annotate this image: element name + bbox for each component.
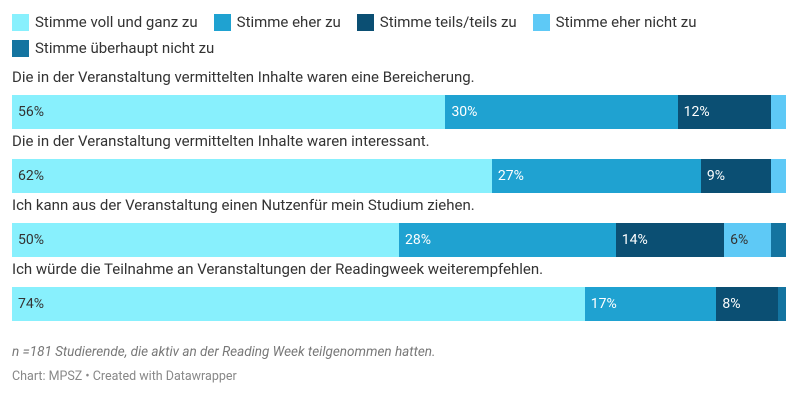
legend-swatch [213, 13, 231, 31]
source: Chart: MPSZ • Created with Datawrapper [12, 369, 237, 384]
value-label: 56% [18, 104, 44, 120]
value-label: 74% [18, 296, 44, 312]
legend-label: Stimme teils/teils zu [379, 13, 517, 31]
legend: Stimme voll und ganz zu Stimme eher zu Sti… [12, 11, 792, 59]
value-label: 27% [497, 168, 524, 184]
value-label: 8% [722, 296, 741, 312]
row-label: Ich kann aus der Veranstaltung einen Nut… [12, 196, 475, 214]
bar-segment [724, 223, 771, 257]
bar-segment [399, 223, 616, 257]
legend-item: Stimme eher nicht zu [532, 11, 697, 33]
value-label: 14% [621, 232, 648, 248]
bar-segment [770, 159, 786, 193]
legend-swatch [12, 39, 29, 57]
row-label: Die in der Veranstaltung vermittelten In… [12, 132, 430, 150]
bar-segment [770, 95, 786, 129]
legend-label: Stimme voll und ganz zu [35, 13, 198, 31]
legend-label: Stimme eher zu [236, 13, 341, 31]
legend-item: Stimme überhaupt nicht zu [12, 37, 214, 59]
bar-segment [12, 223, 399, 257]
bar-row: 50% 28% 14% 6% [12, 223, 786, 257]
legend-swatch [532, 13, 550, 31]
legend-item: Stimme eher zu [213, 11, 341, 33]
value-label: 28% [405, 232, 431, 248]
bar-segment [615, 223, 725, 257]
bar-row: 56% 30% 12% [12, 95, 786, 129]
note: n =181 Studierende, die aktiv an der Rea… [12, 344, 436, 360]
value-label: 12% [683, 104, 710, 120]
bar-segment [700, 159, 771, 193]
value-label: 62% [18, 168, 44, 184]
bar-segment [584, 287, 717, 321]
legend-swatch [12, 13, 29, 31]
value-label: 17% [590, 296, 617, 312]
value-label: 6% [730, 232, 749, 248]
bar-segment [12, 95, 446, 129]
bar-segment [12, 287, 585, 321]
legend-label: Stimme eher nicht zu [555, 13, 697, 31]
bar-segment [778, 287, 786, 321]
bar-segment [716, 287, 779, 321]
bar-segment [770, 223, 786, 257]
legend-label: Stimme überhaupt nicht zu [35, 39, 215, 57]
row-label: Ich würde die Teilnahme an Veranstaltung… [12, 260, 544, 278]
bar-segment [491, 159, 701, 193]
value-label: 50% [18, 232, 44, 248]
value-label: 30% [451, 104, 478, 120]
legend-swatch [356, 13, 374, 31]
bar-segment [12, 159, 492, 193]
legend-item: Stimme voll und ganz zu [12, 11, 198, 33]
bar-row: 74% 17% 8% [12, 287, 786, 321]
bar-segment [445, 95, 678, 129]
bar-row: 62% 27% 9% [12, 159, 786, 193]
legend-item: Stimme teils/teils zu [356, 11, 517, 33]
row-label: Die in der Veranstaltung vermittelten In… [12, 68, 475, 86]
value-label: 9% [706, 168, 725, 184]
bar-segment [677, 95, 771, 129]
